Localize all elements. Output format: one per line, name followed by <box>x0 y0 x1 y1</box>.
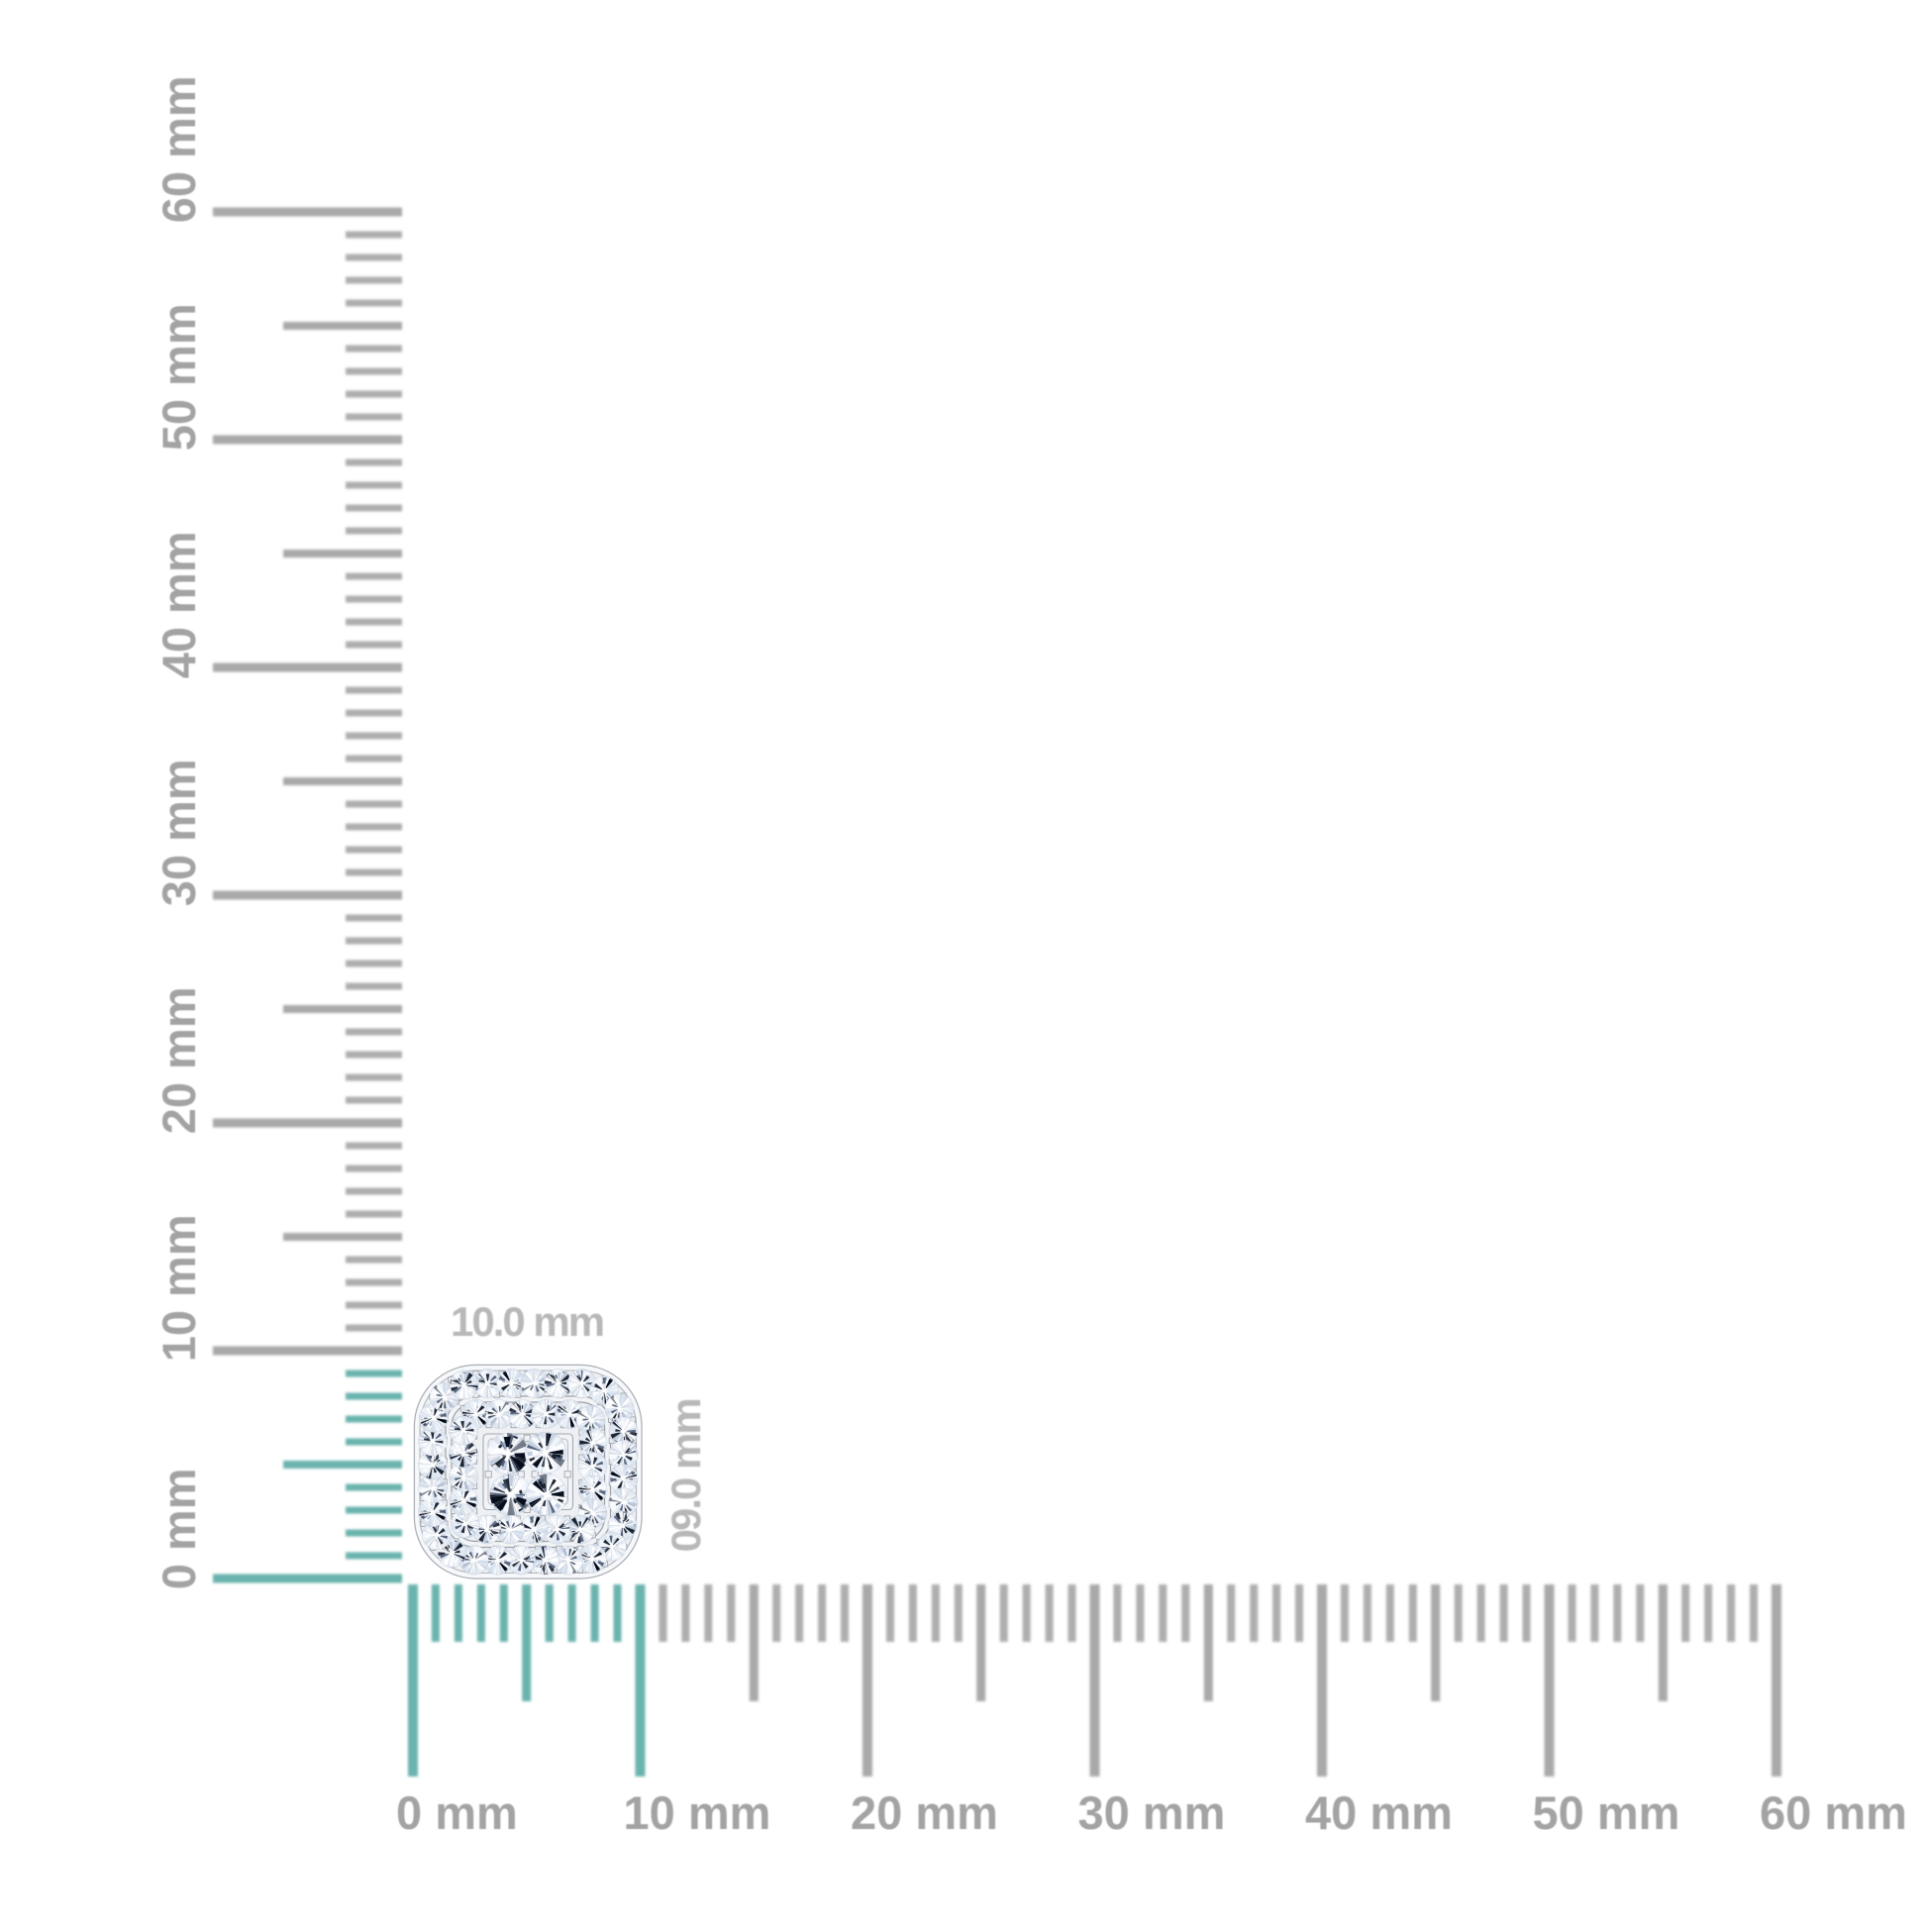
svg-text:50 mm: 50 mm <box>1533 1786 1680 1839</box>
svg-text:60 mm: 60 mm <box>152 75 205 223</box>
svg-text:10.0 mm: 10.0 mm <box>451 1298 603 1345</box>
svg-text:30 mm: 30 mm <box>1078 1786 1226 1839</box>
svg-text:09.0 mm: 09.0 mm <box>662 1399 709 1552</box>
svg-text:20 mm: 20 mm <box>152 986 205 1134</box>
svg-text:30 mm: 30 mm <box>152 759 205 906</box>
svg-text:40 mm: 40 mm <box>152 531 205 678</box>
svg-text:60 mm: 60 mm <box>1760 1786 1907 1839</box>
svg-text:20 mm: 20 mm <box>851 1786 998 1839</box>
svg-text:0 mm: 0 mm <box>152 1469 205 1590</box>
svg-text:10 mm: 10 mm <box>152 1214 205 1362</box>
svg-text:50 mm: 50 mm <box>152 303 205 451</box>
svg-text:10 mm: 10 mm <box>624 1786 771 1839</box>
svg-text:40 mm: 40 mm <box>1305 1786 1453 1839</box>
svg-text:0 mm: 0 mm <box>396 1786 518 1839</box>
